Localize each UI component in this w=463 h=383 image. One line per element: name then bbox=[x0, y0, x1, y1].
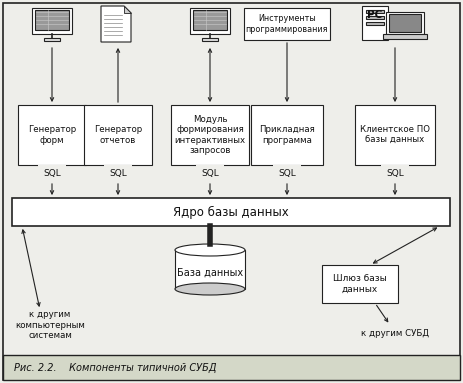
Ellipse shape bbox=[175, 244, 245, 256]
Text: Генератор
отчетов: Генератор отчетов bbox=[94, 125, 142, 145]
Bar bbox=[175, 250, 245, 289]
Bar bbox=[383, 34, 427, 39]
Bar bbox=[190, 8, 230, 34]
Bar bbox=[322, 265, 398, 303]
Bar bbox=[362, 6, 388, 40]
Text: Рис. 2.2.    Компоненты типичной СУБД: Рис. 2.2. Компоненты типичной СУБД bbox=[14, 362, 217, 373]
Polygon shape bbox=[101, 6, 131, 42]
Text: База данных: База данных bbox=[177, 267, 243, 278]
Bar bbox=[171, 105, 249, 165]
Text: Генератор
форм: Генератор форм bbox=[28, 125, 76, 145]
Text: Шлюз базы
данных: Шлюз базы данных bbox=[333, 274, 387, 294]
Polygon shape bbox=[124, 6, 131, 13]
Text: к другим СУБД: к другим СУБД bbox=[361, 329, 429, 337]
Text: SQL: SQL bbox=[278, 169, 296, 177]
Bar bbox=[196, 165, 224, 181]
Bar bbox=[386, 12, 424, 34]
Bar bbox=[12, 198, 450, 226]
Bar bbox=[35, 10, 69, 30]
Bar bbox=[104, 165, 132, 181]
Bar bbox=[355, 105, 435, 165]
Bar bbox=[3, 355, 460, 380]
Text: Инструменты
программирования: Инструменты программирования bbox=[246, 14, 328, 34]
Text: Модуль
формирования
интерактивных
запросов: Модуль формирования интерактивных запрос… bbox=[175, 115, 245, 155]
Text: Ядро базы данных: Ядро базы данных bbox=[173, 205, 289, 219]
Bar bbox=[18, 105, 86, 165]
Bar bbox=[38, 165, 66, 181]
Bar bbox=[251, 105, 323, 165]
Text: Клиентское ПО
базы данных: Клиентское ПО базы данных bbox=[360, 125, 430, 145]
Bar bbox=[44, 38, 60, 41]
Text: SQL: SQL bbox=[109, 169, 127, 177]
Bar bbox=[389, 14, 421, 32]
Bar bbox=[366, 16, 384, 19]
Bar bbox=[193, 10, 227, 30]
Bar bbox=[202, 38, 218, 41]
Text: SQL: SQL bbox=[43, 169, 61, 177]
Text: SQL: SQL bbox=[386, 169, 404, 177]
Text: PC: PC bbox=[367, 10, 382, 20]
Bar bbox=[84, 105, 152, 165]
Text: SQL: SQL bbox=[201, 169, 219, 177]
Text: к другим
компьютерным
системам: к другим компьютерным системам bbox=[15, 310, 85, 340]
Bar bbox=[381, 165, 409, 181]
Bar bbox=[244, 8, 330, 40]
Bar bbox=[32, 8, 72, 34]
Ellipse shape bbox=[175, 283, 245, 295]
Bar bbox=[366, 10, 384, 13]
Text: Прикладная
программа: Прикладная программа bbox=[259, 125, 315, 145]
Bar bbox=[366, 22, 384, 25]
Bar bbox=[273, 165, 301, 181]
